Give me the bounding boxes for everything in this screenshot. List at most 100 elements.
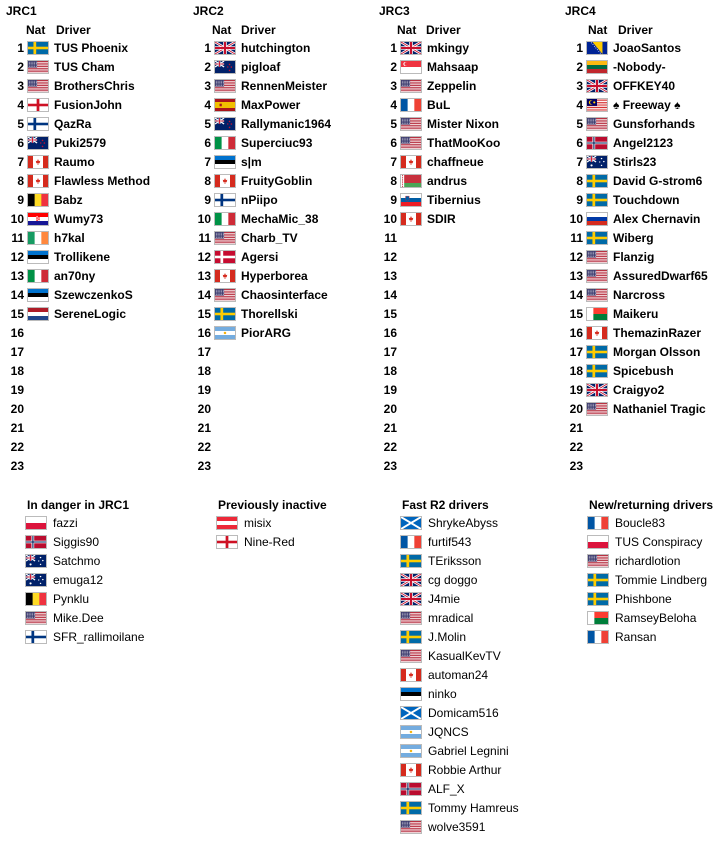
driver-name: Babz (54, 193, 83, 207)
position-number: 21 (197, 421, 211, 435)
flag-lt-icon (586, 60, 608, 74)
position-number: 19 (197, 383, 211, 397)
driver-name: hutchington (241, 41, 311, 55)
flag-ca-icon (214, 269, 236, 283)
position-number: 18 (10, 364, 24, 378)
driver-name: an70ny (54, 269, 96, 283)
driver-name: Narcross (613, 288, 666, 302)
position-number: 6 (576, 136, 583, 150)
driver-name: Chaosinterface (241, 288, 328, 302)
group-row: ALF_X (400, 780, 489, 799)
driver-name: s|m (241, 155, 262, 169)
driver-name: Spicebush (613, 364, 674, 378)
driver-name: PiorARG (241, 326, 292, 340)
flag-se-icon (586, 193, 608, 207)
position-number: 2 (576, 60, 583, 74)
flag-ca-icon (400, 155, 422, 169)
driver-name: ShrykeAbyss (428, 516, 499, 530)
flag-ee-icon (214, 155, 236, 169)
driver-name: andrus (427, 174, 468, 188)
position-number: 9 (390, 193, 397, 207)
position-number: 15 (383, 307, 397, 321)
position-number: 3 (576, 79, 583, 93)
position-number: 20 (569, 402, 583, 416)
flag-ar-icon (214, 326, 236, 340)
flag-fi-icon (27, 117, 49, 131)
position-number: 3 (17, 79, 24, 93)
position-number: 18 (383, 364, 397, 378)
flag-si-icon (400, 193, 422, 207)
driver-name: fazzi (53, 516, 78, 530)
group-row: Ransan (587, 628, 713, 647)
flag-gb-icon (586, 383, 608, 397)
flag-fr-icon (587, 630, 609, 644)
position-number: 8 (17, 174, 24, 188)
position-number: 22 (197, 440, 211, 454)
driver-name: Stirls23 (613, 155, 657, 169)
flag-it-icon (27, 269, 49, 283)
driver-name: FusionJohn (54, 98, 122, 112)
driver-name: Mahsaap (427, 60, 479, 74)
position-number: 12 (197, 250, 211, 264)
group-row: cg doggo (400, 571, 489, 590)
flag-au-icon (25, 573, 47, 587)
flag-es-icon (214, 98, 236, 112)
driver-name: Charb_TV (241, 231, 298, 245)
position-number: 8 (390, 174, 397, 188)
position-number: 2 (390, 60, 397, 74)
driver-name: Mister Nixon (427, 117, 500, 131)
position-number: 22 (383, 440, 397, 454)
position-number: 12 (383, 250, 397, 264)
group-row: ninko (400, 685, 489, 704)
driver-name: TUS Cham (54, 60, 115, 74)
driver-name: Alex Chernavin (613, 212, 701, 226)
driver-name: mradical (428, 611, 474, 625)
driver-name: furtif543 (428, 535, 472, 549)
group-title: Previously inactive (218, 498, 327, 512)
position-number: 21 (383, 421, 397, 435)
position-number: 23 (569, 459, 583, 473)
flag-nz-icon (27, 136, 49, 150)
position-number: 17 (10, 345, 24, 359)
driver-name: Hyperborea (241, 269, 308, 283)
driver-name: ♠ Freeway ♠ (613, 98, 681, 112)
flag-fi-icon (25, 630, 47, 644)
position-number: 1 (204, 41, 211, 55)
position-number: 11 (570, 231, 583, 245)
flag-no-icon (400, 782, 422, 796)
position-number: 7 (576, 155, 583, 169)
group-row: richardlotion (587, 552, 713, 571)
group-row: Pynklu (25, 590, 129, 609)
position-number: 20 (383, 402, 397, 416)
driver-name: OFFKEY40 (613, 79, 676, 93)
driver-name: Craigyo2 (613, 383, 665, 397)
group-row: Nine-Red (216, 533, 327, 552)
driver-name: Domicam516 (428, 706, 499, 720)
driver-name: TUS Conspiracy (615, 535, 703, 549)
group-row: Tommie Lindberg (587, 571, 713, 590)
group-title: Fast R2 drivers (402, 498, 489, 512)
position-number: 4 (204, 98, 211, 112)
flag-gb-icon (400, 573, 422, 587)
flag-se-icon (27, 41, 49, 55)
flag-en-icon (216, 535, 238, 549)
position-number: 20 (197, 402, 211, 416)
flag-sg-icon (400, 60, 422, 74)
driver-name: J.Molin (428, 630, 467, 644)
flag-hr-icon (27, 212, 49, 226)
position-number: 11 (11, 231, 24, 245)
flag-it-icon (214, 136, 236, 150)
flag-ee-icon (400, 687, 422, 701)
position-number: 20 (10, 402, 24, 416)
driver-name: J4mie (428, 592, 461, 606)
position-number: 12 (569, 250, 583, 264)
flag-at-icon (216, 516, 238, 530)
flag-be-icon (27, 193, 49, 207)
flag-pl-icon (587, 535, 609, 549)
driver-name: cg doggo (428, 573, 478, 587)
position-number: 10 (197, 212, 211, 226)
driver-name: Gunsforhands (613, 117, 696, 131)
position-number: 9 (17, 193, 24, 207)
position-number: 14 (197, 288, 211, 302)
flag-sc-icon (400, 516, 422, 530)
